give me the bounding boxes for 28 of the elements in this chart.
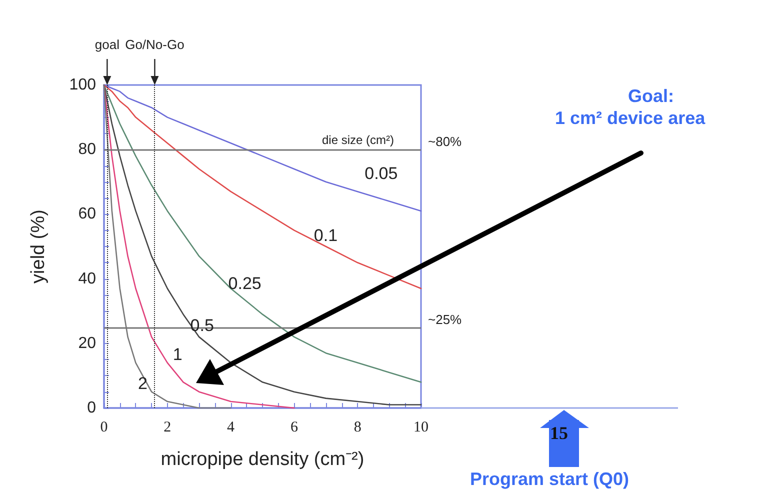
text: 15	[550, 423, 568, 444]
ref-line-label: goal	[94, 37, 120, 52]
series-label: 0.25	[228, 274, 262, 294]
y-tick-label: 0	[87, 400, 96, 416]
x-tick-label: 10	[414, 420, 428, 436]
series-label: 0.05	[364, 164, 398, 184]
series-label: 0.1	[314, 226, 338, 246]
series-label: 2	[138, 374, 148, 394]
y-tick-label: 100	[69, 76, 96, 94]
x-tick-label: 0	[100, 420, 108, 436]
ref-line-label: ~80%	[428, 134, 462, 150]
x-tick-label: 4	[227, 420, 236, 436]
text: 1 cm² device area	[555, 108, 706, 129]
y-tick-label: 20	[78, 334, 96, 352]
y-tick-label: 60	[78, 206, 96, 223]
legend-title: die size (cm²)	[322, 133, 394, 147]
ref-line-label: ~25%	[428, 312, 462, 327]
ref-line-label: Go/No-Go	[125, 37, 184, 52]
x-tick-label: 6	[290, 420, 298, 436]
x-tick-label: 8	[354, 420, 362, 436]
y-tick-label: 80	[78, 141, 96, 158]
y-tick-label: 40	[78, 270, 96, 288]
series-label: 1	[172, 345, 182, 366]
text: Program start (Q0)	[470, 469, 630, 490]
x-tick-label: 2	[164, 420, 172, 436]
text: Goal:	[628, 86, 674, 107]
y-axis-title: yield (%)	[28, 210, 49, 284]
x-axis-title: micropipe density (cm⁻²)	[160, 449, 364, 470]
